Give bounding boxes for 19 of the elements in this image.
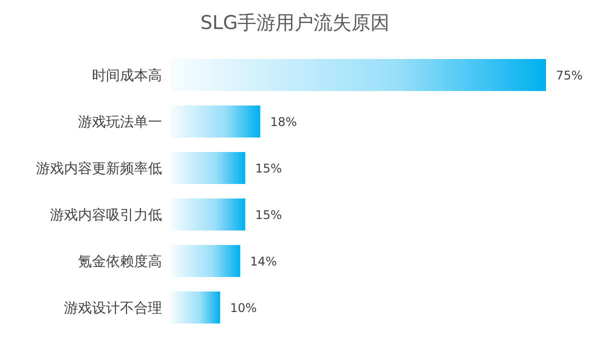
bar	[170, 152, 246, 184]
data-label: 75%	[556, 68, 583, 82]
data-label: 14%	[250, 254, 277, 268]
y-tick-label: 游戏内容吸引力低	[50, 208, 162, 224]
bar	[170, 59, 546, 91]
y-tick-label: 游戏设计不合理	[64, 300, 162, 317]
y-tick-label: 氪金依赖度高	[78, 254, 162, 270]
bar	[170, 292, 220, 324]
y-tick-label: 游戏玩法单一	[78, 114, 162, 131]
bar	[170, 106, 260, 138]
data-label: 18%	[270, 114, 297, 129]
data-label: 15%	[255, 208, 282, 222]
chart-title: SLG手游用户流失原因	[199, 11, 391, 36]
data-label: 15%	[255, 161, 282, 176]
y-tick-label: 时间成本高	[92, 68, 162, 84]
y-tick-label: 游戏内容更新频率低	[36, 161, 162, 178]
bar	[170, 198, 246, 230]
data-label: 10%	[230, 300, 257, 315]
bar	[170, 245, 240, 277]
